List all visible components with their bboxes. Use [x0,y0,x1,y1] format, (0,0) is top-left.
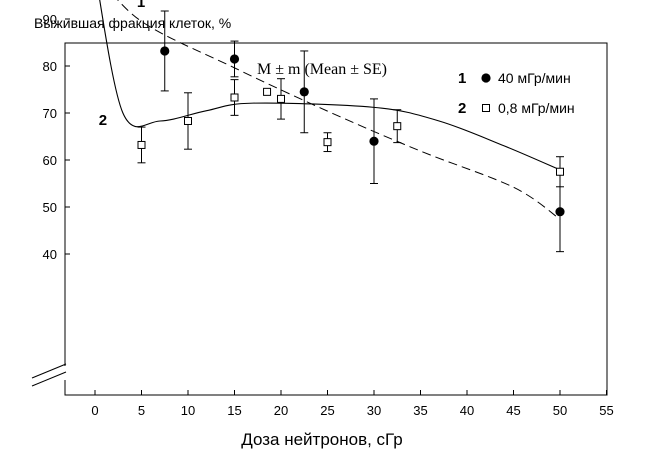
plot-frame [64,42,608,396]
data-point-series-1 [160,46,170,56]
x-tick-label: 25 [320,403,334,418]
x-tick-label: 55 [599,403,613,418]
data-point-series-2 [184,116,192,125]
data-point-series-2 [230,93,239,102]
legend-number-2: 2 [458,100,466,117]
legend-number-1: 1 [458,70,466,87]
x-tick-label: 50 [553,403,567,418]
data-points [137,46,565,217]
x-axis-label: Доза нейтронов, сГр [241,430,403,449]
x-tick-label: 45 [506,403,520,418]
data-point-series-2 [137,140,146,149]
curve-label-1: 1 [137,0,145,11]
data-point-series-2 [277,94,285,103]
fit-curves [99,0,561,220]
legend-marker-series-2 [482,104,490,112]
legend: 1 40 мГр/мин 2 0,8 мГр/мин [458,70,575,117]
axes: 0510152025303540455055405060708090100 [30,12,614,418]
data-point-series-2 [323,138,332,147]
y-tick-label: 50 [43,200,57,215]
axis-break-mark [31,363,67,379]
x-tick-label: 5 [138,403,145,418]
legend-label-series-2: 0,8 мГр/мин [498,100,575,116]
curve-label-2: 2 [99,112,107,129]
curve-labels: 12 [99,0,145,129]
y-tick-label: 90 [43,12,57,27]
data-point-series-1 [369,136,379,146]
y-tick-label: 80 [43,59,57,74]
axis-break-mark [31,371,67,387]
data-point-series-1 [229,54,240,64]
x-tick-label: 30 [367,403,381,418]
x-tick-label: 40 [460,403,474,418]
y-tick-label: 40 [43,247,57,262]
legend-marker-series-1 [481,73,491,83]
fit-curve-series-1 [117,0,561,220]
y-tick-label: 60 [43,153,57,168]
data-point-series-2 [556,167,564,176]
data-point-series-2 [393,122,402,131]
x-tick-label: 0 [91,403,98,418]
x-tick-label: 15 [227,403,241,418]
fit-curve-series-2 [99,0,561,171]
x-tick-label: 20 [274,403,288,418]
x-tick-label: 35 [413,403,427,418]
error-bars [137,10,564,253]
x-tick-label: 10 [181,403,195,418]
legend-label-series-1: 40 мГр/мин [498,70,571,86]
chart-title: Выжившая фракция клеток, % [34,15,231,31]
axis-break-gap [30,366,70,380]
data-point-series-1 [555,207,565,217]
data-point-series-1 [299,87,309,97]
data-point-series-2 [263,87,272,96]
y-tick-label: 70 [43,106,57,121]
stats-annotation: M ± m (Mean ± SE) [257,61,387,78]
